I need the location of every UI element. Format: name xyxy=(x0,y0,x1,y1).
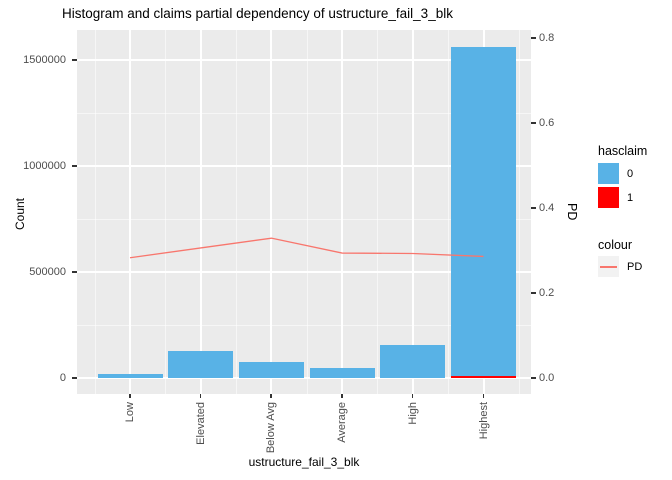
bar-hasclaim-0 xyxy=(97,373,163,378)
legend-label-hasclaim-0: 0 xyxy=(627,168,634,180)
y-right-tick-label: 0.2 xyxy=(539,287,555,299)
legend-key-hasclaim-0 xyxy=(598,163,619,184)
y-right-tick-label: 0.8 xyxy=(539,32,555,44)
y-left-tick xyxy=(72,59,77,61)
legend-label-pd: PD xyxy=(627,261,643,273)
y-right-tick xyxy=(531,377,536,379)
y-right-tick xyxy=(531,37,536,39)
h-gridline-minor xyxy=(77,325,531,326)
x-tick xyxy=(341,394,343,398)
y-left-tick-label: 1500000 xyxy=(23,54,66,66)
y-right-tick-label: 0.4 xyxy=(539,202,555,214)
bar-hasclaim-0 xyxy=(309,368,375,378)
h-gridline-major xyxy=(77,59,531,61)
v-gridline-major xyxy=(341,30,344,394)
x-tick xyxy=(199,394,202,398)
v-gridline-minor xyxy=(165,30,167,394)
v-gridline-minor xyxy=(306,30,308,394)
bar-hasclaim-0 xyxy=(168,351,234,378)
x-axis-title: ustructure_fail_3_blk xyxy=(248,455,360,469)
v-gridline-minor xyxy=(236,30,238,394)
y-right-tick-label: 0.0 xyxy=(539,372,555,384)
v-gridline-minor xyxy=(448,30,450,394)
plot-panel xyxy=(77,30,531,394)
x-tick-label: Below Avg xyxy=(265,402,278,454)
h-gridline-minor xyxy=(77,113,531,114)
x-tick-label: Average xyxy=(336,402,349,443)
y-left-tick xyxy=(72,165,77,167)
x-tick-label: Elevated xyxy=(194,402,207,445)
legend-colour-title: colour xyxy=(598,238,633,252)
h-gridline-minor xyxy=(77,219,531,220)
y-axis-title-left: Count xyxy=(13,197,27,230)
x-tick-label: High xyxy=(406,402,419,425)
bar-hasclaim-0 xyxy=(380,344,446,378)
legend-key-hasclaim-1 xyxy=(598,187,619,208)
h-gridline-major xyxy=(77,165,531,167)
y-right-tick-label: 0.6 xyxy=(539,117,555,129)
y-right-tick xyxy=(531,207,536,209)
y-right-tick xyxy=(531,292,536,294)
y-left-tick-label: 500000 xyxy=(29,266,66,278)
x-tick xyxy=(411,394,414,398)
pd-line xyxy=(129,237,484,259)
x-tick xyxy=(270,394,272,398)
bar-hasclaim-0 xyxy=(451,47,516,376)
h-gridline-major xyxy=(77,271,531,273)
v-gridline-minor xyxy=(377,30,379,394)
y-right-tick xyxy=(531,122,536,124)
x-tick-label: Highest xyxy=(477,402,490,440)
v-gridline-minor xyxy=(94,30,96,394)
y-left-tick xyxy=(72,271,77,273)
legend-fill-title: hasclaim xyxy=(598,144,648,158)
legend-key-pd xyxy=(598,256,619,277)
h-gridline-major xyxy=(77,377,531,379)
bar-hasclaim-1 xyxy=(451,375,516,378)
bar-hasclaim-0 xyxy=(238,361,304,378)
v-gridline-minor xyxy=(518,30,520,394)
v-gridline-major xyxy=(129,30,131,394)
pd-line-swatch xyxy=(600,266,617,268)
x-tick xyxy=(129,394,131,398)
y-left-tick-label: 0 xyxy=(59,372,66,384)
legend-label-hasclaim-1: 1 xyxy=(627,192,634,204)
y-axis-title-right: PD xyxy=(565,203,579,221)
v-gridline-major xyxy=(411,30,414,394)
v-gridline-major xyxy=(270,30,273,394)
x-tick-label: Low xyxy=(124,402,136,423)
y-left-tick xyxy=(72,377,77,379)
v-gridline-major xyxy=(199,30,202,394)
plot-title: Histogram and claims partial dependency … xyxy=(62,6,453,21)
x-tick xyxy=(482,394,484,398)
y-left-tick-label: 1000000 xyxy=(23,160,66,172)
